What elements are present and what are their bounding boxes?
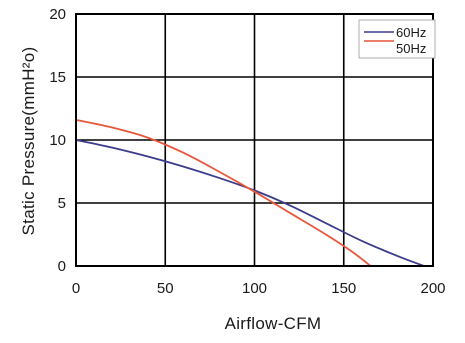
y-tick-label: 10 <box>49 132 66 149</box>
x-tick-label: 0 <box>72 280 80 297</box>
y-tick-label: 20 <box>49 6 66 23</box>
y-tick-label: 5 <box>58 195 66 212</box>
x-tick-label: 200 <box>420 280 445 297</box>
legend-label-50hz: 50Hz <box>396 41 426 56</box>
series-lines <box>75 118 425 267</box>
y-tick-label: 0 <box>58 258 66 275</box>
y-axis-title: Static Pressure(mmH²o) <box>19 47 38 236</box>
grid <box>76 14 433 266</box>
plot-frame <box>75 13 434 267</box>
series-line-60hz <box>75 139 425 267</box>
tick-labels: 0 50 100 150 200 0 5 10 15 20 <box>49 6 445 297</box>
x-tick-label: 50 <box>157 280 174 297</box>
legend-label-60hz: 60Hz <box>396 25 426 40</box>
x-axis-title: Airflow-CFM <box>225 314 322 333</box>
x-tick-label: 150 <box>331 280 356 297</box>
legend-box <box>358 19 436 59</box>
legend: 60Hz 50Hz <box>358 19 436 59</box>
series-line-50hz <box>75 118 372 267</box>
x-tick-label: 100 <box>242 280 267 297</box>
y-tick-label: 15 <box>49 69 66 86</box>
